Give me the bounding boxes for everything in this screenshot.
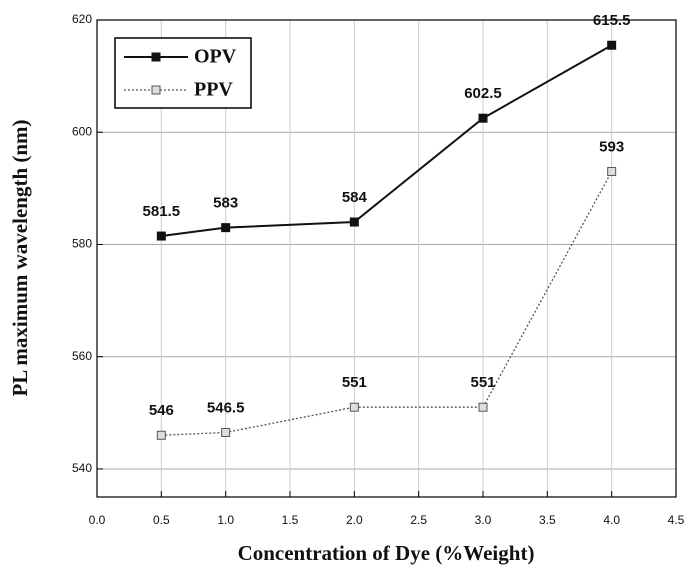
data-label: 551: [342, 374, 367, 391]
legend-marker: [151, 85, 161, 95]
series-line: [161, 171, 613, 436]
marker: [478, 402, 488, 412]
y-axis-label: PL maximum wavelength (nm): [8, 119, 32, 396]
x-tick-label: 3.0: [475, 513, 492, 527]
data-label: 581.5: [143, 203, 181, 220]
y-tick-label: 580: [72, 237, 92, 251]
marker: [156, 231, 166, 241]
marker: [607, 167, 617, 177]
marker: [221, 427, 231, 437]
x-axis-label: Concentration of Dye (%Weight): [238, 541, 535, 565]
legend-marker: [151, 52, 161, 62]
data-label: 583: [213, 195, 238, 212]
x-tick-label: 1.5: [282, 513, 299, 527]
y-tick-label: 540: [72, 461, 92, 475]
legend-label: PPV: [194, 79, 233, 101]
x-tick-label: 2.5: [410, 513, 427, 527]
data-label: 584: [342, 189, 368, 206]
marker: [349, 217, 359, 227]
marker: [156, 430, 166, 440]
x-tick-label: 1.0: [217, 513, 234, 527]
legend-label: OPV: [194, 46, 237, 68]
x-tick-label: 4.5: [668, 513, 685, 527]
data-label: 551: [470, 374, 495, 391]
x-tick-label: 3.5: [539, 513, 556, 527]
marker: [349, 402, 359, 412]
x-tick-label: 0.5: [153, 513, 170, 527]
x-tick-label: 4.0: [603, 513, 620, 527]
y-tick-label: 620: [72, 12, 92, 26]
marker: [478, 113, 488, 123]
data-label: 602.5: [464, 85, 502, 102]
marker: [221, 223, 231, 233]
data-label: 615.5: [593, 12, 631, 29]
x-tick-label: 0.0: [89, 513, 106, 527]
data-label: 546: [149, 402, 174, 419]
marker: [607, 40, 617, 50]
data-label: 546.5: [207, 399, 245, 416]
plot-frame: [96, 19, 677, 498]
y-tick-label: 560: [72, 349, 92, 363]
data-label: 593: [599, 138, 624, 155]
y-tick-label: 600: [72, 124, 92, 138]
legend-box: [114, 37, 252, 109]
x-tick-label: 2.0: [346, 513, 363, 527]
